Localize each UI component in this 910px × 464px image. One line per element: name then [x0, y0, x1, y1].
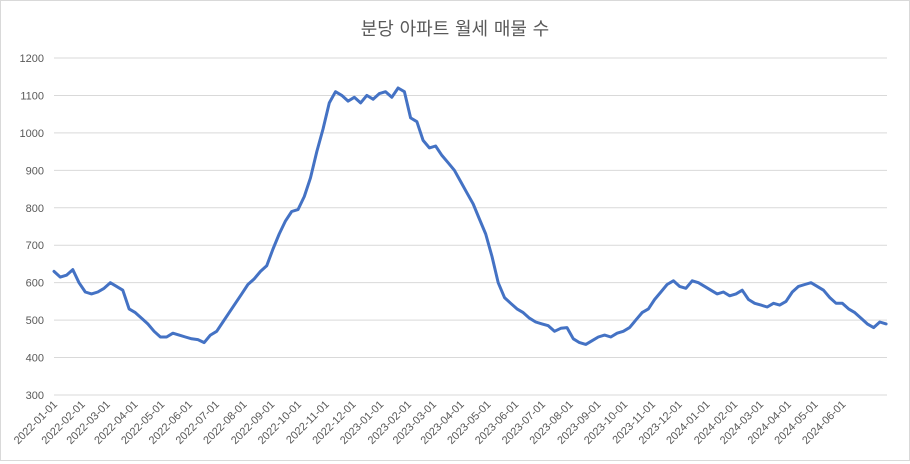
- y-axis-tick-labels: 300 400 500 600 700 800 900 1000 1100 1200: [20, 53, 44, 402]
- y-tick-label: 1200: [20, 53, 44, 65]
- y-tick-label: 300: [26, 390, 44, 402]
- x-axis-tick-labels: 2022-01-012022-02-012022-03-012022-04-01…: [12, 399, 849, 447]
- chart-title: 분당 아파트 월세 매물 수: [361, 19, 550, 40]
- y-tick-label: 1100: [20, 90, 44, 102]
- y-tick-label: 400: [26, 353, 44, 365]
- y-tick-label: 600: [26, 278, 44, 290]
- y-tick-label: 500: [26, 315, 44, 327]
- y-tick-label: 900: [26, 165, 44, 177]
- gridlines: [54, 58, 887, 395]
- series-line: [54, 88, 886, 344]
- series-layer: [54, 88, 886, 344]
- y-tick-label: 800: [26, 203, 44, 215]
- y-tick-label: 700: [26, 240, 44, 252]
- y-tick-label: 1000: [20, 128, 44, 140]
